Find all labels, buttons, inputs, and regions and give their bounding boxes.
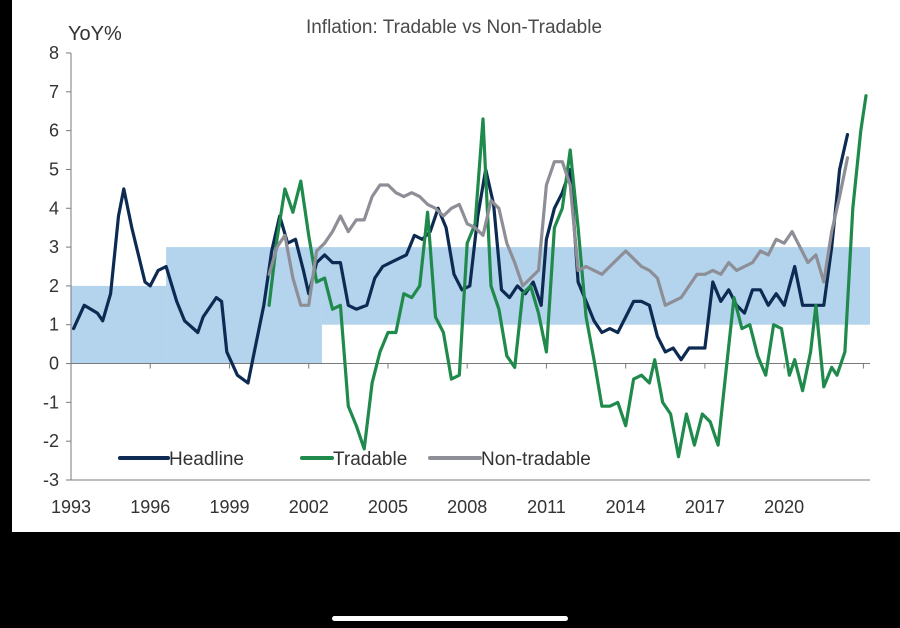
y-axis-label: YoY% [68, 23, 122, 45]
x-tick-label: 1996 [130, 497, 170, 517]
line-chart: -3 -2 -1 0 1 2 3 4 5 6 7 8 1993 1996 1999 2002 2005 2008 2… [43, 17, 870, 517]
chart-title: Inflation: Tradable vs Non-Tradable [306, 17, 602, 38]
home-indicator [332, 616, 568, 621]
x-tick-label: 2014 [606, 497, 646, 517]
legend-label-headline: Headline [169, 449, 244, 470]
x-tick-label: 1999 [209, 497, 249, 517]
chart-card: -3 -2 -1 0 1 2 3 4 5 6 7 8 1993 1996 1999 2002 2005 2008 2… [12, 0, 900, 532]
y-tick-label: 0 [49, 354, 59, 374]
y-tick-label: 4 [49, 198, 59, 218]
legend-label-non-tradable: Non-tradable [481, 449, 591, 470]
axes: -3 -2 -1 0 1 2 3 4 5 6 7 8 1993 1996 1999 2002 2005 2008 2… [43, 43, 870, 517]
x-tick-label: 1993 [51, 497, 91, 517]
x-tick-label: 2011 [527, 497, 566, 517]
y-tick-label: 2 [49, 276, 59, 296]
legend-label-tradable: Tradable [333, 449, 407, 470]
y-tick-label: 8 [49, 43, 59, 63]
target-band-segment-3 [321, 247, 870, 325]
y-tick-label: 1 [49, 315, 59, 335]
series-lines [72, 94, 868, 459]
y-tick-label: 7 [49, 82, 59, 102]
x-tick-label: 2008 [447, 497, 487, 517]
y-tick-label: -2 [43, 431, 59, 451]
x-tick-label: 2017 [685, 497, 725, 517]
y-tick-label: -1 [43, 392, 59, 412]
x-tick-label: 2002 [289, 497, 329, 517]
series-line-tradable [267, 94, 868, 459]
y-tick-label: 5 [49, 159, 59, 179]
x-tick-label: 2005 [368, 497, 408, 517]
y-tick-label: 6 [49, 121, 59, 141]
target-band [71, 247, 870, 364]
y-tick-label: -3 [43, 470, 59, 490]
x-tick-label: 2020 [764, 497, 804, 517]
series-line-non-tradable [267, 156, 850, 307]
target-band-segment-2 [166, 247, 322, 364]
y-tick-label: 3 [49, 237, 59, 257]
target-band-segment-1 [71, 285, 167, 364]
legend: Headline Tradable Non-tradable [118, 449, 591, 470]
